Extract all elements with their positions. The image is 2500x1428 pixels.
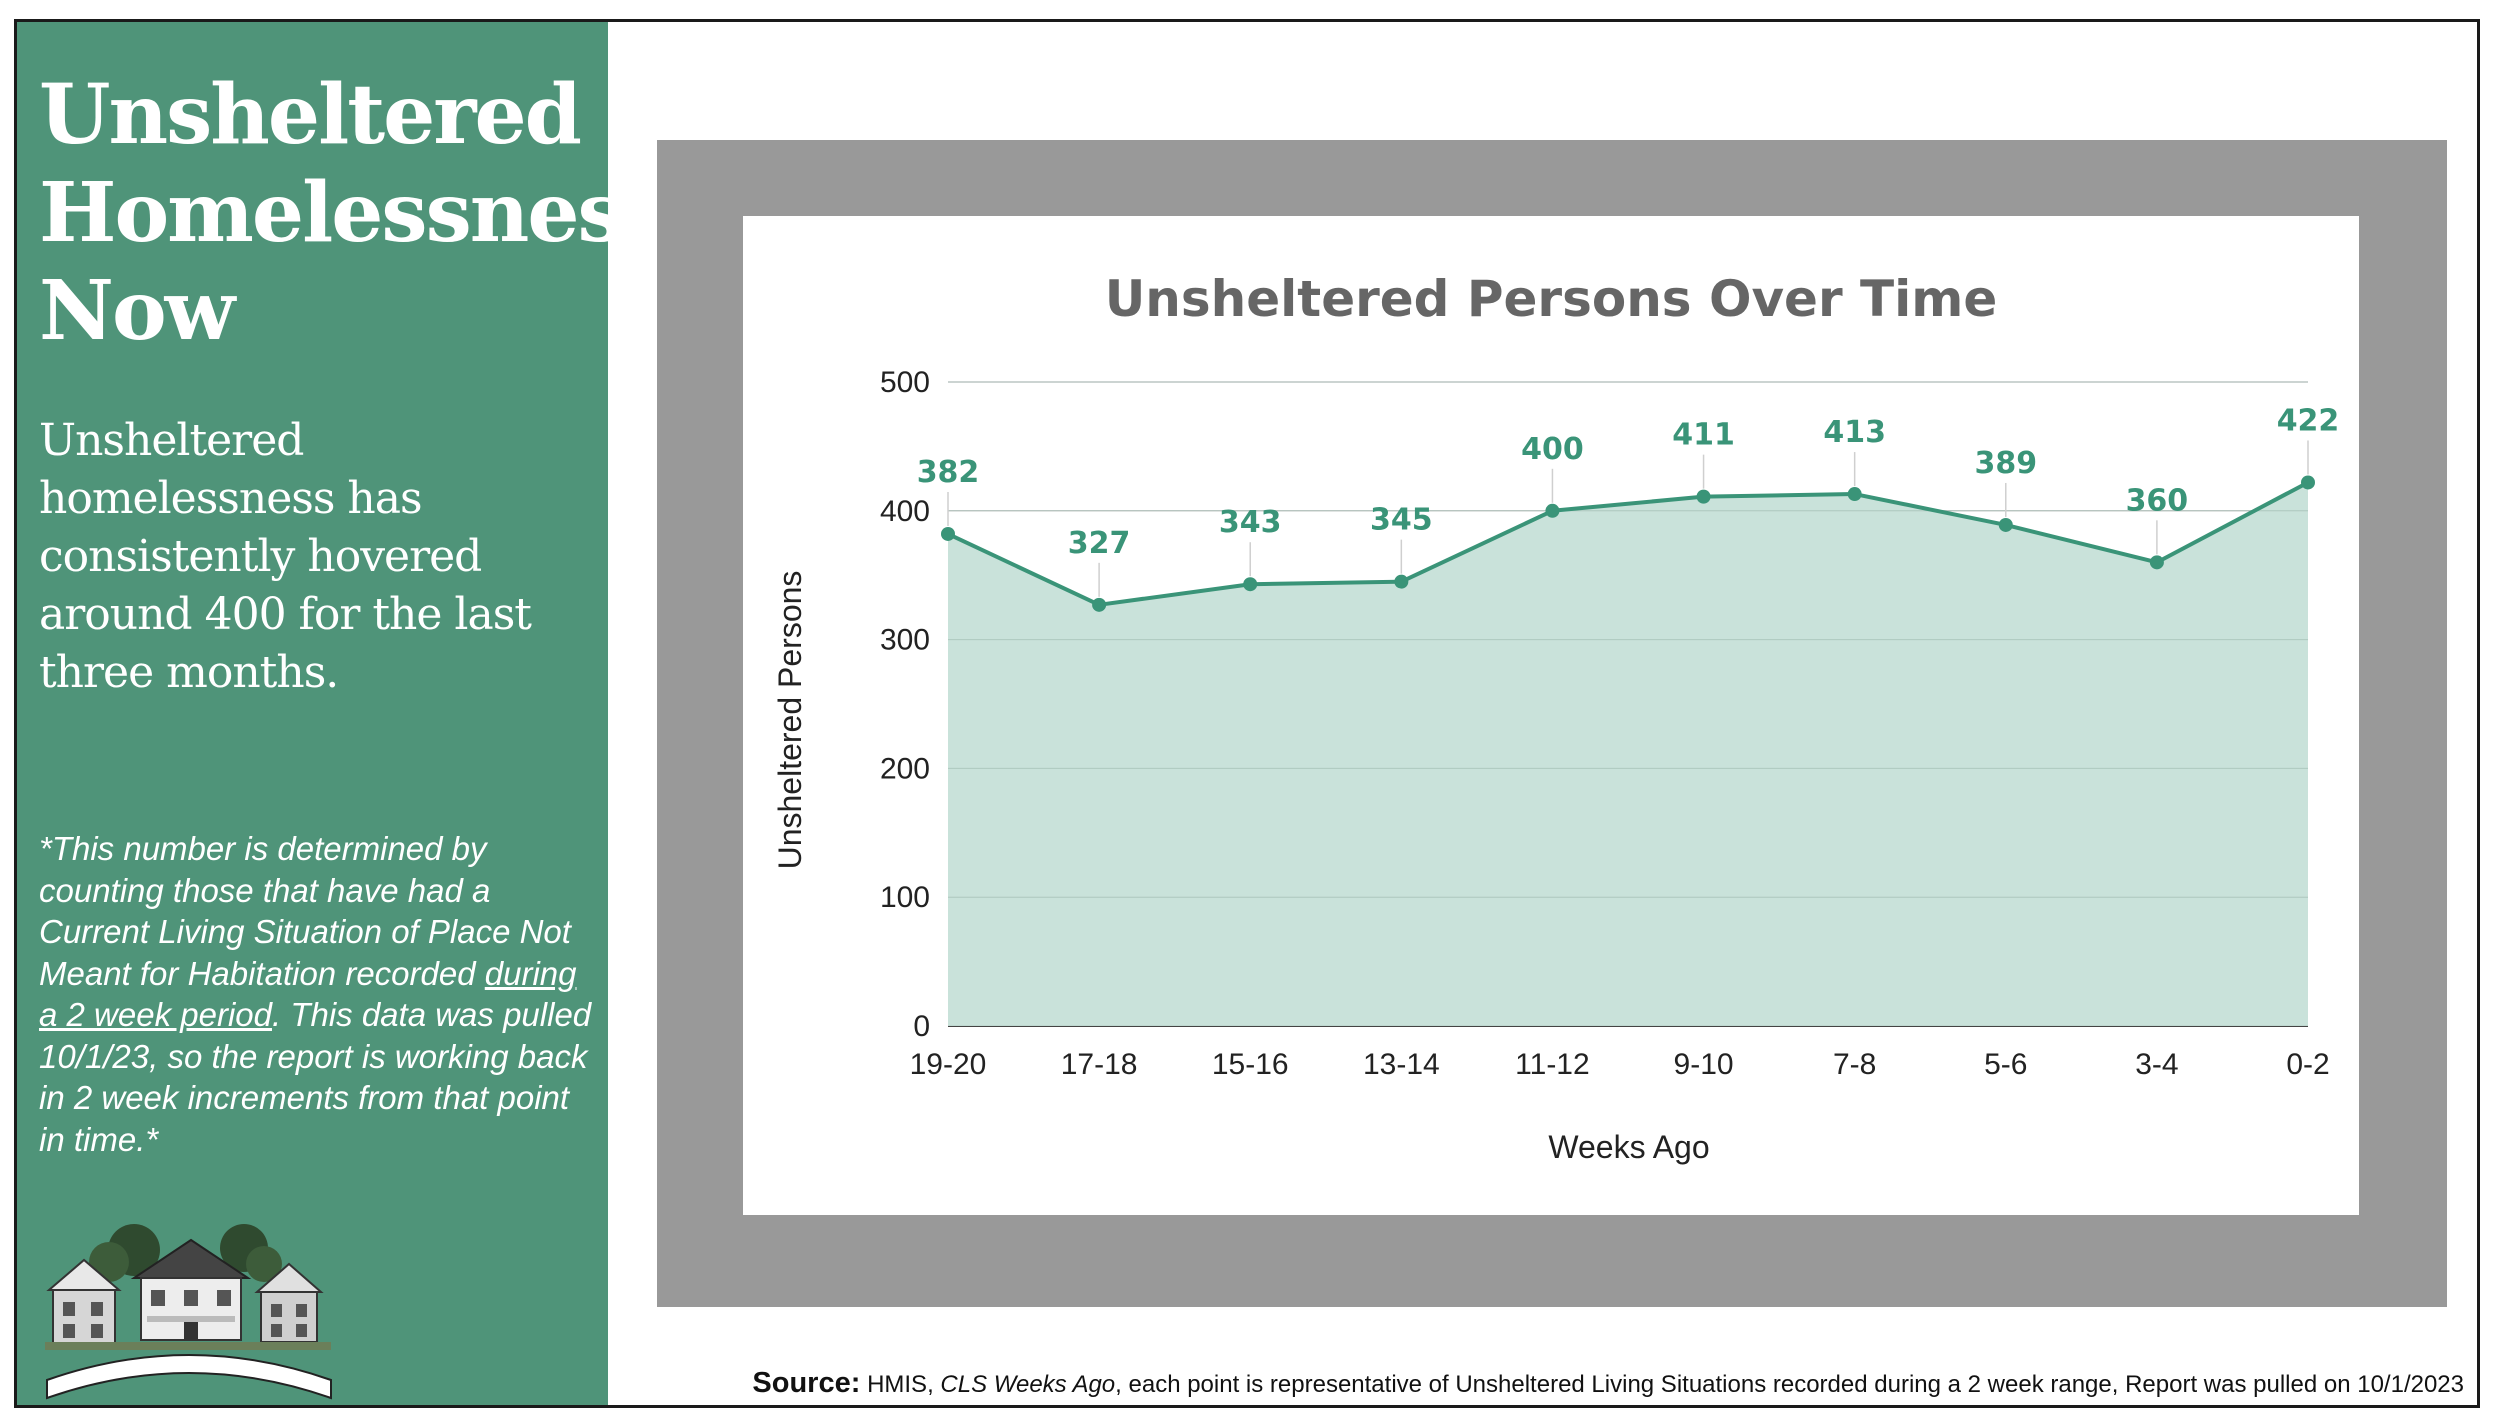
series-line — [947, 480, 2309, 607]
coalition-logo — [45, 1224, 332, 1400]
footnote: *This number is determined by counting t… — [39, 828, 599, 1160]
data-point — [1696, 489, 1711, 504]
x-tick-label: 3-4 — [2135, 1048, 2178, 1081]
data-label: 382 — [917, 455, 980, 490]
y-tick-label: 100 — [880, 881, 930, 914]
data-label: 360 — [2126, 483, 2189, 518]
y-tick-label: 0 — [913, 1010, 930, 1043]
source-italic: CLS Weeks Ago — [940, 1371, 1116, 1398]
chart-card: Unsheltered Persons Over Time 382 327 343 3… — [743, 216, 2359, 1215]
x-tick-label: 5-6 — [1984, 1048, 2027, 1081]
footnote-part-2: . This data was pulled 10/1/23, so the r… — [39, 996, 592, 1158]
footnote-part-1: *This number is determined by counting t… — [39, 830, 571, 992]
x-tick-label: 19-20 — [910, 1048, 987, 1081]
data-point — [2149, 555, 2164, 570]
data-point — [2301, 475, 2315, 490]
data-point — [1394, 574, 1409, 589]
footnote-underlined: during a 2 week period — [39, 954, 577, 1034]
x-tick-label: 11-12 — [1515, 1048, 1590, 1081]
y-tick-label: 500 — [880, 366, 930, 399]
chart-title: Unsheltered Persons Over Time — [1105, 270, 1998, 328]
area-fill — [948, 482, 2308, 1026]
x-tick-label: 15-16 — [1212, 1048, 1289, 1081]
x-tick-label: 7-8 — [1833, 1048, 1876, 1081]
sidebar: Unsheltered Homelessness Now Unsheltered… — [17, 22, 668, 1405]
data-point — [1092, 597, 1107, 612]
headline-line-1: Unsheltered — [39, 67, 582, 163]
y-tick-label: 300 — [880, 624, 930, 657]
headline-line-2: Homelessness — [39, 165, 668, 261]
source-note: Source: HMIS, CLS Weeks Ago, each point … — [752, 1367, 2464, 1400]
data-point — [1545, 503, 1560, 518]
data-label: 411 — [1672, 418, 1735, 453]
x-tick-label: 13-14 — [1363, 1048, 1440, 1081]
data-label: 413 — [1823, 415, 1886, 450]
y-axis-label: Unsheltered Persons — [772, 571, 808, 870]
summary-text: Unsheltered homelessness has consistentl… — [39, 415, 532, 698]
data-point — [941, 526, 955, 541]
x-tick-label: 9-10 — [1674, 1048, 1734, 1081]
y-tick-label: 400 — [880, 495, 930, 528]
data-point — [1243, 577, 1258, 592]
data-label: 400 — [1521, 432, 1584, 467]
y-tick-label: 200 — [880, 752, 930, 785]
x-tick-label: 0-2 — [2286, 1048, 2329, 1081]
x-axis-label: Weeks Ago — [1548, 1129, 1709, 1165]
source-prefix: HMIS, — [867, 1371, 941, 1398]
chart: Unsheltered Persons Over Time 382 327 343 3… — [772, 270, 2340, 1165]
data-label: 422 — [2277, 403, 2340, 438]
data-point — [1998, 517, 2013, 532]
source-label: Source: — [752, 1367, 861, 1399]
data-label: 343 — [1219, 505, 1282, 540]
data-label: 345 — [1370, 503, 1433, 538]
data-label: 389 — [1974, 446, 2037, 481]
headline: Unsheltered Homelessness Now — [39, 66, 668, 360]
x-tick-label: 17-18 — [1061, 1048, 1138, 1081]
headline-line-3: Now — [39, 263, 235, 359]
data-point — [1847, 487, 1862, 502]
source-suffix: , each point is representative of Unshel… — [1115, 1371, 2464, 1398]
data-label: 327 — [1068, 526, 1131, 561]
